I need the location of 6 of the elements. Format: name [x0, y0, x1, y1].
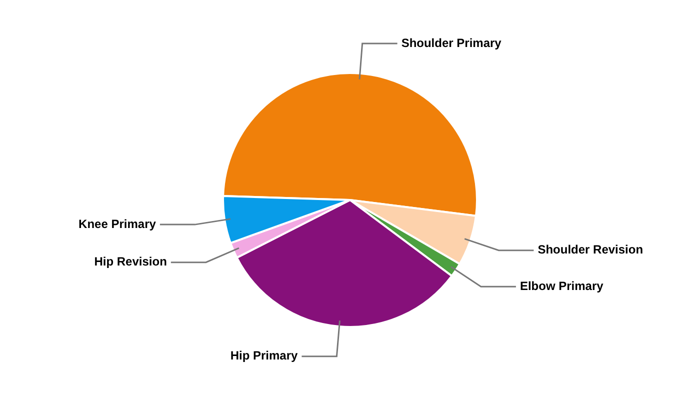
slice-label: Hip Revision	[94, 254, 167, 269]
slice-label: Hip Primary	[230, 348, 298, 363]
slice-label: Elbow Primary	[520, 278, 604, 293]
slice-label: Knee Primary	[78, 216, 156, 231]
slice-label: Shoulder Revision	[538, 242, 644, 257]
slice-label: Shoulder Primary	[401, 36, 502, 50]
